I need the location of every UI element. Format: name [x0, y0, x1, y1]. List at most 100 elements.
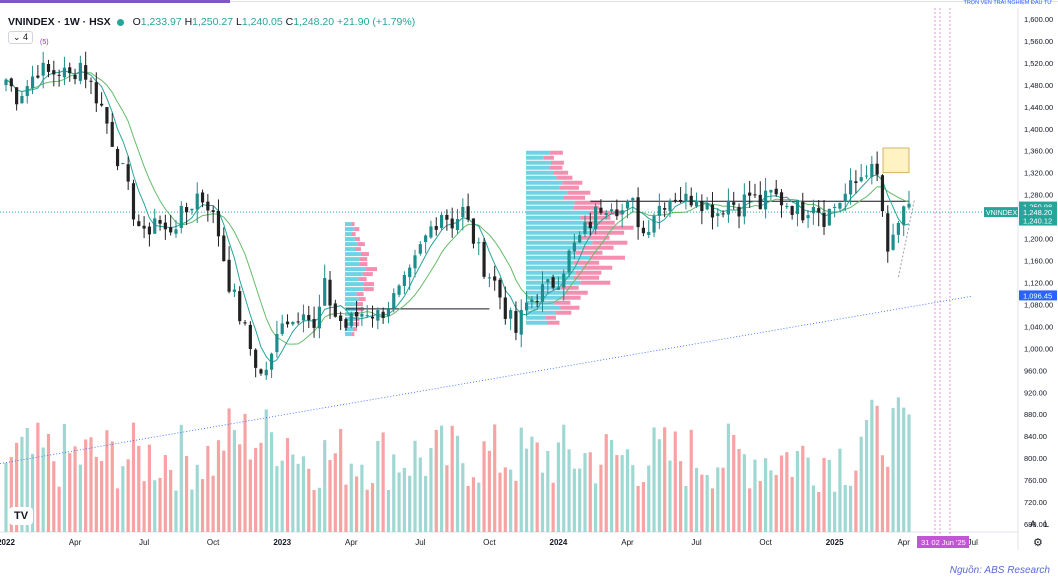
volume-profile-bar — [545, 315, 556, 320]
volume-profile-bar — [345, 287, 364, 292]
candle-body — [312, 318, 316, 328]
candle-body — [859, 177, 863, 182]
volume-profile-bar — [575, 250, 603, 255]
volume-bar — [700, 474, 704, 532]
market-status-icon — [116, 18, 124, 26]
candle-body — [296, 321, 300, 323]
volume-profile-bar — [526, 270, 576, 275]
moving-average-slow — [5, 71, 910, 345]
volume-profile-bar — [526, 155, 544, 160]
volume-bar — [110, 441, 114, 532]
volume-bar — [200, 479, 205, 532]
volume-profile-bar — [526, 210, 591, 215]
candle-body — [280, 323, 284, 335]
long-term-trendline — [0, 295, 973, 465]
volume-bar — [811, 485, 815, 532]
volume-profile-bar — [526, 220, 584, 225]
candle-body — [609, 209, 614, 212]
volume-profile-bar — [526, 265, 583, 270]
log-scale-button[interactable]: L — [1044, 519, 1050, 529]
candle-body — [360, 314, 364, 317]
y-tick-label: 1,280.00 — [1024, 191, 1053, 200]
candle-body — [785, 205, 789, 208]
volume-bar — [833, 491, 837, 532]
candle-body — [652, 215, 656, 233]
candle-body — [121, 163, 125, 165]
price-label-bg — [1019, 201, 1057, 212]
open-value: 1,233.97 — [140, 16, 182, 28]
volume-bar — [679, 461, 683, 532]
volume-bar — [386, 489, 391, 532]
volume-bar — [243, 413, 247, 532]
volume-bar — [264, 409, 268, 532]
candle-body — [673, 199, 677, 201]
candle-body — [806, 215, 810, 219]
candle-body — [386, 309, 391, 317]
volume-bar — [15, 442, 19, 532]
x-tick-label: Jul — [968, 538, 978, 547]
candle-body — [110, 121, 114, 147]
volume-profile-bar — [345, 227, 355, 232]
volume-bar — [663, 427, 667, 532]
volume-profile-bar — [526, 165, 550, 170]
volume-bar — [705, 474, 709, 532]
volume-profile-bar — [526, 200, 575, 205]
y-tick-label: 880.00 — [1024, 410, 1047, 419]
candle-body — [62, 67, 67, 78]
volume-bar — [578, 468, 582, 532]
volume-bar — [328, 460, 332, 532]
volume-bar — [503, 467, 507, 532]
date-badge: 31 02 Jun '25 — [921, 538, 966, 547]
candle-body — [631, 198, 635, 201]
volume-profile-bar — [358, 297, 366, 302]
indicator-collapse-button[interactable]: ⌄ 4 — [8, 31, 34, 44]
x-tick-label: Jul — [415, 538, 425, 547]
candle-body — [891, 234, 895, 250]
candle-body — [679, 199, 683, 202]
candle-body — [886, 213, 890, 252]
volume-bar — [179, 424, 183, 532]
volume-bar — [848, 485, 853, 532]
y-tick-label: 1,080.00 — [1024, 300, 1053, 309]
symbol-name[interactable]: VNINDEX · 1W · HSX — [8, 16, 111, 28]
volume-profile-bar — [526, 315, 546, 320]
volume-profile-bar — [366, 267, 378, 272]
candle-body — [200, 192, 205, 203]
wave-label: (5) — [40, 39, 49, 46]
auto-scale-button[interactable]: A — [1030, 519, 1037, 529]
y-tick-label: 1,200.00 — [1024, 235, 1053, 244]
volume-bar — [381, 432, 385, 532]
volume-bar — [339, 428, 343, 532]
candle-body — [700, 200, 704, 212]
candle-body — [285, 321, 290, 325]
volume-bar — [413, 440, 417, 532]
candle-body — [84, 65, 88, 80]
candle-body — [482, 241, 486, 277]
tradingview-logo-icon[interactable]: TV — [9, 507, 33, 525]
y-tick-label: 1,480.00 — [1024, 81, 1053, 90]
candle-body — [4, 79, 8, 86]
volume-bar — [333, 453, 337, 532]
candle-body — [493, 276, 497, 281]
volume-profile-bar — [345, 332, 352, 337]
gear-icon[interactable]: ⚙ — [1033, 537, 1043, 549]
volume-profile-bar — [560, 305, 580, 310]
candle-body — [57, 74, 61, 76]
volume-bar — [147, 444, 152, 532]
y-tick-label: 920.00 — [1024, 388, 1047, 397]
volume-bar — [726, 423, 731, 532]
volume-profile-bar — [362, 272, 373, 277]
candle-body — [211, 210, 215, 212]
volume-profile-bar — [526, 190, 568, 195]
volume-bar — [477, 482, 481, 532]
x-tick-label: Jul — [139, 538, 149, 547]
volume-bar — [732, 434, 736, 532]
volume-bar — [774, 475, 778, 532]
volume-bar — [254, 447, 258, 532]
candle-body — [232, 289, 237, 292]
candle-body — [503, 297, 507, 319]
volume-bar — [248, 459, 252, 532]
x-tick-label: Apr — [345, 538, 358, 547]
volume-profile-bar — [526, 235, 581, 240]
